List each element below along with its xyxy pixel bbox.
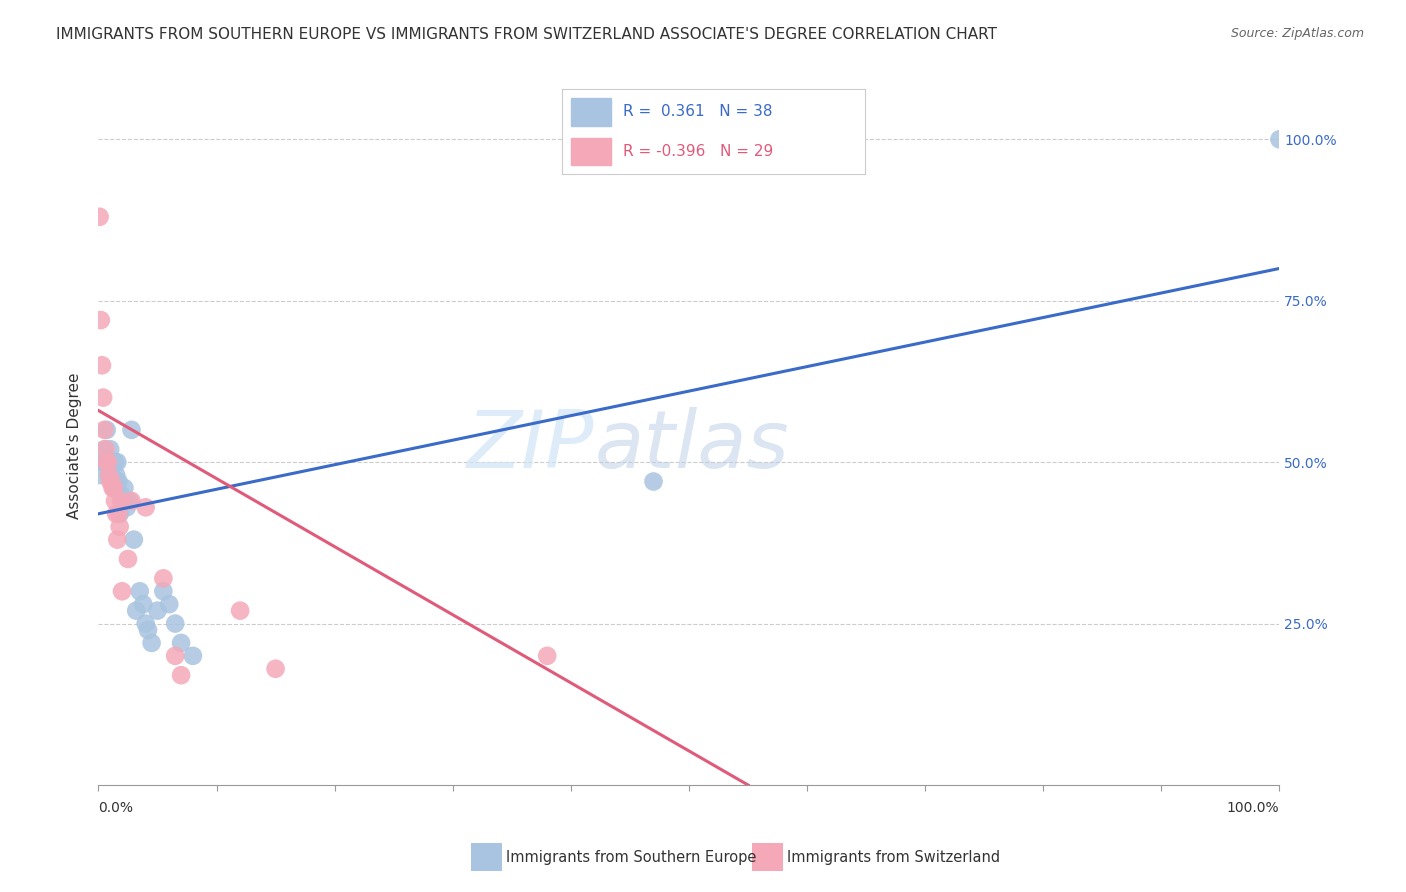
Point	[94, 455, 117, 469]
Point	[152, 571, 174, 585]
Point	[97, 455, 120, 469]
Point	[122, 533, 145, 547]
Point	[108, 519, 131, 533]
Point	[105, 507, 128, 521]
Point	[98, 468, 121, 483]
Point	[165, 616, 187, 631]
Point	[125, 604, 148, 618]
Point	[105, 533, 128, 547]
Point	[105, 455, 128, 469]
Point	[90, 313, 112, 327]
Text: IMMIGRANTS FROM SOUTHERN EUROPE VS IMMIGRANTS FROM SWITZERLAND ASSOCIATE'S DEGRE: IMMIGRANTS FROM SOUTHERN EUROPE VS IMMIG…	[56, 27, 997, 42]
Point	[135, 500, 157, 515]
Point	[101, 475, 124, 489]
Point	[165, 648, 187, 663]
Point	[181, 648, 204, 663]
Point	[1268, 132, 1291, 146]
Point	[115, 500, 138, 515]
Point	[104, 494, 127, 508]
Point	[93, 442, 115, 457]
Point	[112, 481, 135, 495]
Point	[229, 604, 252, 618]
Text: atlas: atlas	[595, 407, 789, 485]
Point	[89, 468, 111, 483]
Point	[103, 481, 125, 495]
Point	[105, 468, 128, 483]
Point	[107, 507, 129, 521]
Text: Immigrants from Switzerland: Immigrants from Switzerland	[787, 850, 1001, 864]
Text: Source: ZipAtlas.com: Source: ZipAtlas.com	[1230, 27, 1364, 40]
Point	[104, 455, 127, 469]
Point	[108, 507, 131, 521]
Point	[264, 662, 287, 676]
Point	[91, 391, 114, 405]
Point	[110, 487, 132, 501]
Point	[98, 442, 121, 457]
Point	[111, 584, 134, 599]
Point	[136, 623, 159, 637]
Point	[100, 468, 122, 483]
Point	[97, 455, 120, 469]
Point	[89, 210, 111, 224]
Point	[152, 584, 174, 599]
Text: 100.0%: 100.0%	[1227, 801, 1279, 814]
Point	[170, 636, 193, 650]
Point	[96, 455, 118, 469]
Point	[94, 442, 117, 457]
Point	[128, 584, 150, 599]
Point	[96, 423, 118, 437]
Bar	[571, 98, 610, 126]
Point	[117, 552, 139, 566]
Point	[141, 636, 163, 650]
Point	[105, 481, 128, 495]
Point	[93, 423, 115, 437]
Point	[132, 597, 155, 611]
Point	[100, 475, 122, 489]
Point	[121, 423, 143, 437]
Text: Immigrants from Southern Europe: Immigrants from Southern Europe	[506, 850, 756, 864]
Point	[101, 481, 124, 495]
Point	[110, 494, 132, 508]
Point	[170, 668, 193, 682]
Text: R =  0.361   N = 38: R = 0.361 N = 38	[623, 103, 772, 119]
Point	[157, 597, 180, 611]
Text: 0.0%: 0.0%	[98, 801, 134, 814]
Point	[118, 494, 141, 508]
Point	[91, 359, 114, 373]
Y-axis label: Associate's Degree: Associate's Degree	[67, 373, 83, 519]
Point	[107, 475, 129, 489]
Text: R = -0.396   N = 29: R = -0.396 N = 29	[623, 144, 773, 159]
Point	[121, 494, 143, 508]
Point	[643, 475, 665, 489]
Point	[536, 648, 558, 663]
Bar	[571, 137, 610, 165]
Point	[111, 494, 134, 508]
Point	[98, 475, 121, 489]
Point	[135, 616, 157, 631]
Point	[98, 468, 121, 483]
Point	[146, 604, 169, 618]
Point	[103, 481, 125, 495]
Text: ZIP: ZIP	[467, 407, 595, 485]
Point	[91, 455, 114, 469]
